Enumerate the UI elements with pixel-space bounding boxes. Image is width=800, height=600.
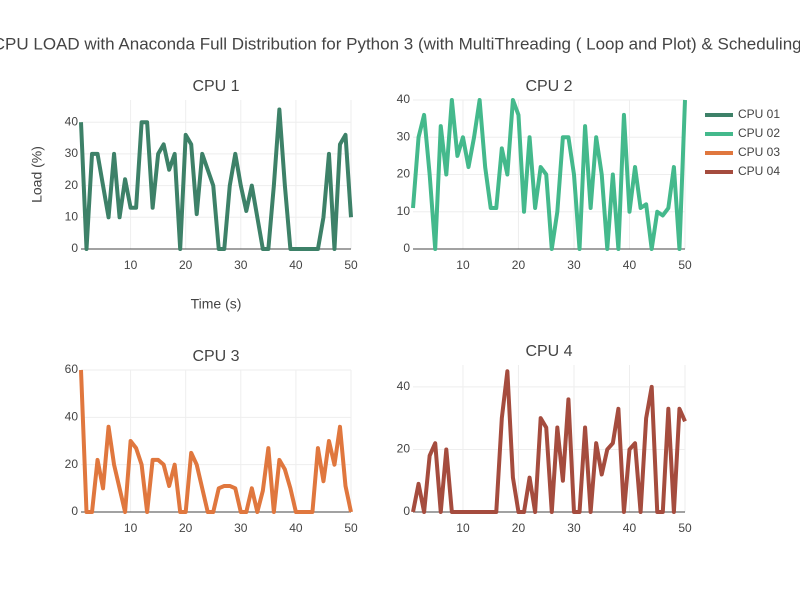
y-tick-label: 20 xyxy=(65,457,79,471)
y-tick-label: 0 xyxy=(403,241,410,255)
x-axis-label: Time (s) xyxy=(191,296,242,312)
subplot-title: CPU 4 xyxy=(525,343,572,360)
x-tick-label: 10 xyxy=(456,521,470,535)
series-line xyxy=(411,98,687,251)
series-line xyxy=(79,369,353,514)
x-tick-label: 40 xyxy=(289,258,303,272)
legend-label: CPU 02 xyxy=(738,126,780,140)
x-tick-label: 30 xyxy=(567,258,581,272)
x-tick-label: 20 xyxy=(179,521,193,535)
subplot-title: CPU 2 xyxy=(525,78,572,95)
y-tick-label: 40 xyxy=(397,92,411,106)
y-tick-label: 60 xyxy=(65,362,79,376)
y-tick-label: 20 xyxy=(397,442,411,456)
x-tick-label: 30 xyxy=(234,521,248,535)
y-axis-label: Load (%) xyxy=(29,146,45,203)
x-tick-label: 50 xyxy=(344,521,358,535)
x-tick-label: 10 xyxy=(124,521,138,535)
x-tick-label: 10 xyxy=(456,258,470,272)
y-tick-label: 10 xyxy=(397,204,411,218)
x-tick-label: 20 xyxy=(512,258,526,272)
legend-label: CPU 04 xyxy=(738,164,780,178)
subplot-title: CPU 3 xyxy=(192,348,239,365)
y-tick-label: 20 xyxy=(397,167,411,181)
series-line xyxy=(411,369,687,514)
main-title: CPU LOAD with Anaconda Full Distribution… xyxy=(0,34,800,53)
y-tick-label: 40 xyxy=(65,114,79,128)
y-tick-label: 0 xyxy=(71,241,78,255)
x-tick-label: 40 xyxy=(623,521,637,535)
series-line xyxy=(79,107,353,251)
x-tick-label: 50 xyxy=(344,258,358,272)
legend-label: CPU 03 xyxy=(738,145,780,159)
y-tick-label: 0 xyxy=(403,504,410,518)
x-tick-label: 50 xyxy=(678,521,692,535)
x-tick-label: 10 xyxy=(124,258,138,272)
y-tick-label: 10 xyxy=(65,209,79,223)
x-tick-label: 40 xyxy=(623,258,637,272)
y-tick-label: 20 xyxy=(65,178,79,192)
y-tick-label: 40 xyxy=(397,379,411,393)
x-tick-label: 20 xyxy=(179,258,193,272)
x-tick-label: 30 xyxy=(234,258,248,272)
x-tick-label: 50 xyxy=(678,258,692,272)
y-tick-label: 40 xyxy=(65,410,79,424)
legend-label: CPU 01 xyxy=(738,107,780,121)
y-tick-label: 0 xyxy=(71,504,78,518)
x-tick-label: 40 xyxy=(289,521,303,535)
subplot-title: CPU 1 xyxy=(192,78,239,95)
y-tick-label: 30 xyxy=(397,129,411,143)
x-tick-label: 30 xyxy=(567,521,581,535)
y-tick-label: 30 xyxy=(65,146,79,160)
x-tick-label: 20 xyxy=(512,521,526,535)
